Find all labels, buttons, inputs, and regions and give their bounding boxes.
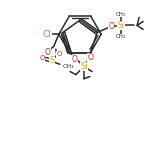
Text: Cl: Cl — [42, 30, 51, 39]
Text: Si: Si — [118, 21, 125, 30]
Text: O: O — [87, 53, 93, 62]
Text: O: O — [72, 55, 78, 64]
Text: CH₃: CH₃ — [116, 12, 126, 17]
Text: O: O — [108, 22, 114, 31]
Text: O: O — [56, 51, 62, 57]
Text: CH₃: CH₃ — [63, 64, 74, 69]
Text: S: S — [49, 56, 54, 65]
Text: O: O — [45, 48, 51, 57]
Text: CH₃: CH₃ — [116, 34, 126, 39]
Text: O: O — [39, 55, 45, 61]
Text: Si: Si — [80, 62, 88, 71]
